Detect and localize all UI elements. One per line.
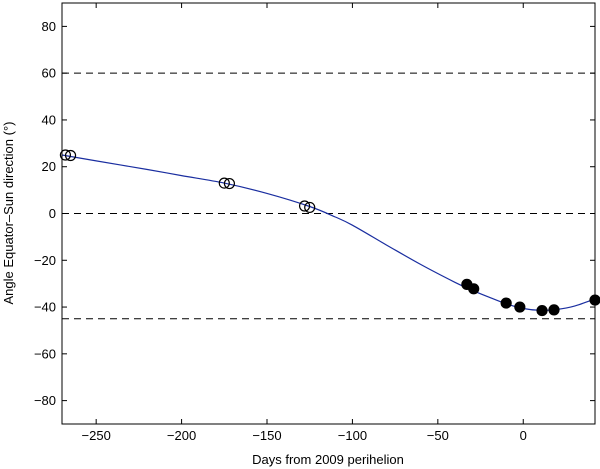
x-tick-label: −100 <box>338 428 367 443</box>
filled-marker <box>548 304 560 316</box>
y-tick-label: 20 <box>42 159 56 174</box>
y-tick-label: −40 <box>34 300 56 315</box>
x-tick-label: −50 <box>427 428 449 443</box>
x-tick-label: −150 <box>252 428 281 443</box>
y-tick-label: 40 <box>42 112 56 127</box>
open-marker <box>64 149 77 162</box>
open-marker <box>298 200 311 212</box>
y-tick-label: 80 <box>42 19 56 34</box>
filled-marker <box>514 301 526 313</box>
open-marker <box>304 201 316 214</box>
axes-layer: −250 −200 −150 −100 −50 0−80−60−40−2002040608… <box>34 3 595 443</box>
y-tick-label: 0 <box>49 206 56 221</box>
open-marker <box>223 177 236 190</box>
x-tick-label: 0 <box>520 428 527 443</box>
open-marker <box>218 177 230 189</box>
filled-marker <box>536 304 548 317</box>
y-tick-label: 60 <box>42 66 56 81</box>
y-tick-label: −80 <box>34 393 56 408</box>
open-marker <box>59 149 72 161</box>
x-tick-label: −200 <box>167 428 196 443</box>
filled-marker <box>468 283 480 295</box>
y-tick-label: −20 <box>34 253 56 268</box>
series-layer <box>59 149 600 317</box>
y-axis-label: Angle Equator–Sun direction (°) <box>1 122 16 305</box>
y-tick-label: −60 <box>34 346 56 361</box>
x-axis-label: Days from 2009 perihelion <box>252 452 404 467</box>
x-tick-label: −250 <box>82 428 111 443</box>
filled-marker <box>500 297 512 309</box>
